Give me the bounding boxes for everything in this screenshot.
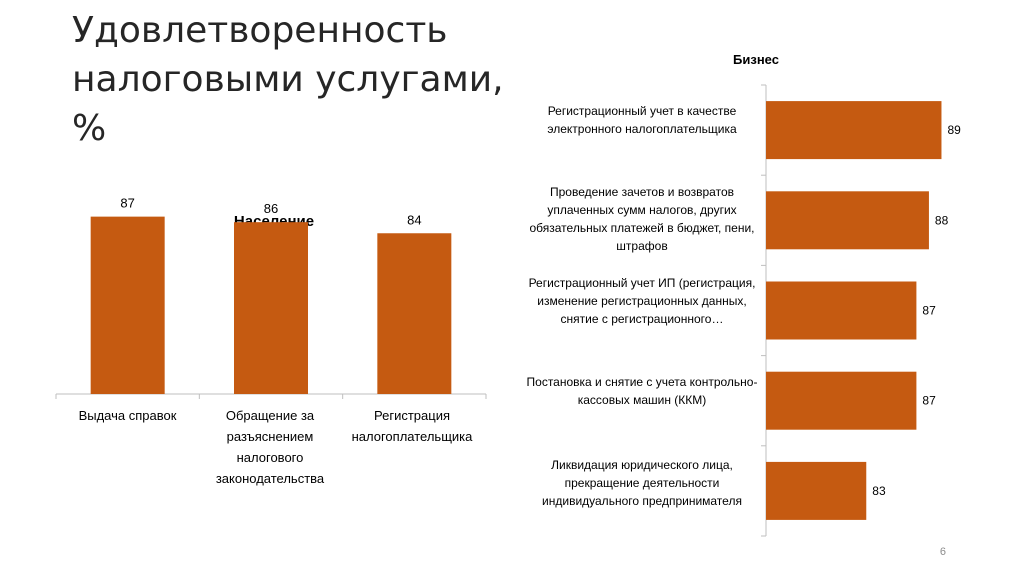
population-data-label: 87 [120, 196, 134, 211]
business-data-label: 83 [872, 484, 886, 498]
population-bar [90, 216, 165, 394]
business-data-label: 89 [947, 123, 961, 137]
business-data-label: 88 [935, 213, 949, 227]
business-data-label: 87 [922, 394, 936, 408]
business-category-label: Регистрационный учет в качестве электрон… [547, 104, 737, 136]
population-bar [377, 233, 452, 394]
business-bar [766, 101, 942, 160]
business-category-label: Регистрационный учет ИП (регистрация, из… [528, 276, 756, 326]
business-chart-title: Бизнес [733, 52, 779, 67]
slide-title: Удовлетворенность налоговыми услугами, % [72, 10, 504, 149]
population-data-label: 86 [264, 201, 278, 216]
business-category-label: Постановка и снятие с учета контрольно-к… [526, 375, 758, 407]
business-category-label: Ликвидация юридического лица, прекращени… [542, 458, 742, 508]
business-data-label: 87 [922, 304, 936, 318]
population-category-label: Выдача справок [78, 408, 177, 423]
business-bar [766, 461, 867, 520]
population-category-label: Регистрация налогоплательщика [351, 408, 473, 444]
population-bar [234, 222, 308, 394]
population-data-label: 84 [407, 212, 421, 227]
page-number: 6 [939, 546, 946, 558]
business-bar [766, 371, 917, 430]
business-bar [766, 191, 929, 250]
business-category-label: Проведение зачетов и возвратов уплаченны… [529, 185, 755, 253]
population-category-label: Обращение за разъяснением налогового зак… [215, 408, 325, 486]
business-bar [766, 281, 917, 340]
